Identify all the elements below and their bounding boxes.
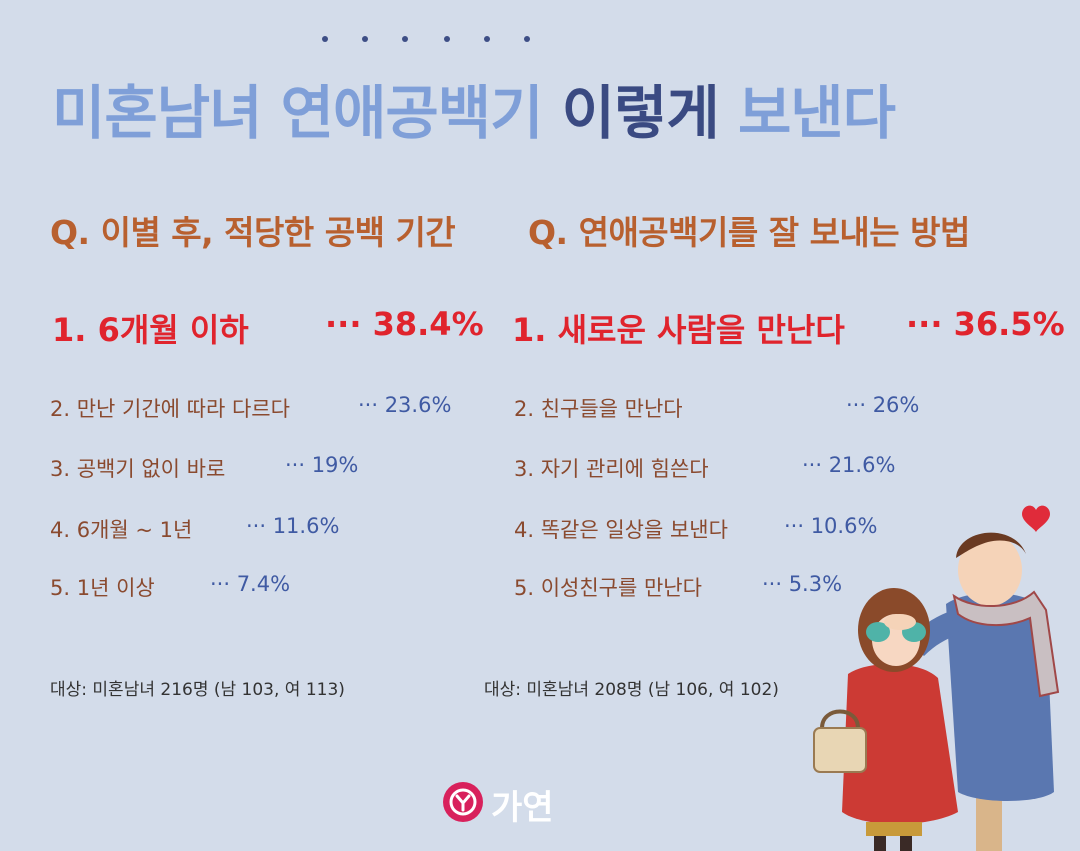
left-answer-5-percent: ··· 7.4% <box>210 572 291 596</box>
right-survey-note: 대상: 미혼남녀 208명 (남 106, 여 102) <box>484 680 779 700</box>
right-answer-5-percent: ··· 5.3% <box>762 572 843 596</box>
left-answer-2-label: 2. 만난 기간에 따라 다르다 <box>50 397 290 421</box>
right-answer-5-label: 5. 이성친구를 만난다 <box>514 576 702 600</box>
left-answer-4-label: 4. 6개월 ~ 1년 <box>50 518 193 542</box>
title-emphasis-dots <box>318 36 536 48</box>
gayeon-logo-icon <box>443 782 483 822</box>
logo-text: 가연 <box>491 788 554 828</box>
heart-icon <box>1022 505 1050 532</box>
left-top-answer-percent: ··· 38.4% <box>325 305 484 343</box>
left-answer-4-percent: ··· 11.6% <box>246 514 340 538</box>
right-answer-3-percent: ··· 21.6% <box>802 453 896 477</box>
left-answer-5-label: 5. 1년 이상 <box>50 576 155 600</box>
right-question: Q. 연애공백기를 잘 보내는 방법 <box>528 213 970 252</box>
title-part-2: 이렇게 <box>561 79 720 147</box>
left-survey-note: 대상: 미혼남녀 216명 (남 103, 여 113) <box>50 680 345 700</box>
right-answer-4-percent: ··· 10.6% <box>784 514 878 538</box>
right-answer-4-label: 4. 똑같은 일상을 보낸다 <box>514 518 728 542</box>
left-answer-3-label: 3. 공백기 없이 바로 <box>50 457 226 481</box>
title-part-1: 미혼남녀 연애공백기 <box>52 79 543 147</box>
right-answer-3-label: 3. 자기 관리에 힘쓴다 <box>514 457 709 481</box>
left-answer-2-percent: ··· 23.6% <box>358 393 452 417</box>
title-part-3: 보낸다 <box>737 79 896 147</box>
couple-illustration <box>813 505 1060 851</box>
left-answer-3-percent: ··· 19% <box>285 453 359 477</box>
right-answer-2-label: 2. 친구들을 만난다 <box>514 397 683 421</box>
page-title: 미혼남녀 연애공백기 이렇게 보낸다 <box>52 66 896 150</box>
right-top-answer-percent: ··· 36.5% <box>906 305 1065 343</box>
right-top-answer-label: 1. 새로운 사람을 만난다 <box>512 311 845 349</box>
left-top-answer-label: 1. 6개월 이하 <box>52 311 249 349</box>
right-answer-2-percent: ··· 26% <box>846 393 920 417</box>
left-question: Q. 이별 후, 적당한 공백 기간 <box>50 213 456 252</box>
